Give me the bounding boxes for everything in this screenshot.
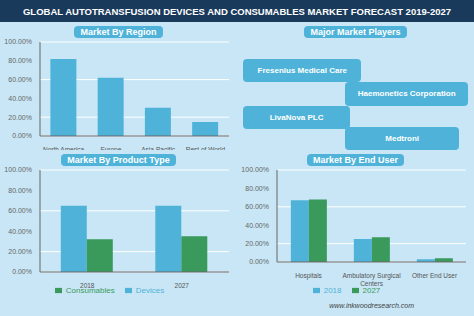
svg-text:60.00%: 60.00% [8,76,32,83]
svg-text:Rest of World: Rest of World [186,146,226,150]
svg-text:2018: 2018 [80,282,95,289]
svg-text:0.00%: 0.00% [249,258,269,265]
svg-text:60.00%: 60.00% [8,207,32,214]
svg-text:Europe: Europe [100,146,121,150]
svg-text:0.00%: 0.00% [12,268,32,275]
svg-text:100.00%: 100.00% [8,38,32,45]
svg-text:80.00%: 80.00% [8,57,32,64]
svg-text:0.00%: 0.00% [12,132,32,139]
svg-text:100.00%: 100.00% [241,166,269,173]
svg-text:40.00%: 40.00% [8,228,32,235]
svg-text:80.00%: 80.00% [8,187,32,194]
svg-text:North America: North America [43,146,85,150]
svg-text:Other End User: Other End User [412,272,458,279]
svg-text:80.00%: 80.00% [245,185,269,192]
svg-text:Asia-Pacific: Asia-Pacific [141,146,176,150]
svg-text:20.00%: 20.00% [8,248,32,255]
svg-text:Ambulatory SurgicalCenters: Ambulatory SurgicalCenters [342,272,401,287]
svg-text:2027: 2027 [175,282,190,289]
svg-text:40.00%: 40.00% [8,95,32,102]
svg-text:100.00%: 100.00% [8,166,32,173]
svg-text:20.00%: 20.00% [245,240,269,247]
svg-text:Hospitals: Hospitals [295,272,322,280]
svg-text:20.00%: 20.00% [8,114,32,121]
svg-text:40.00%: 40.00% [245,222,269,229]
svg-text:60.00%: 60.00% [245,203,269,210]
